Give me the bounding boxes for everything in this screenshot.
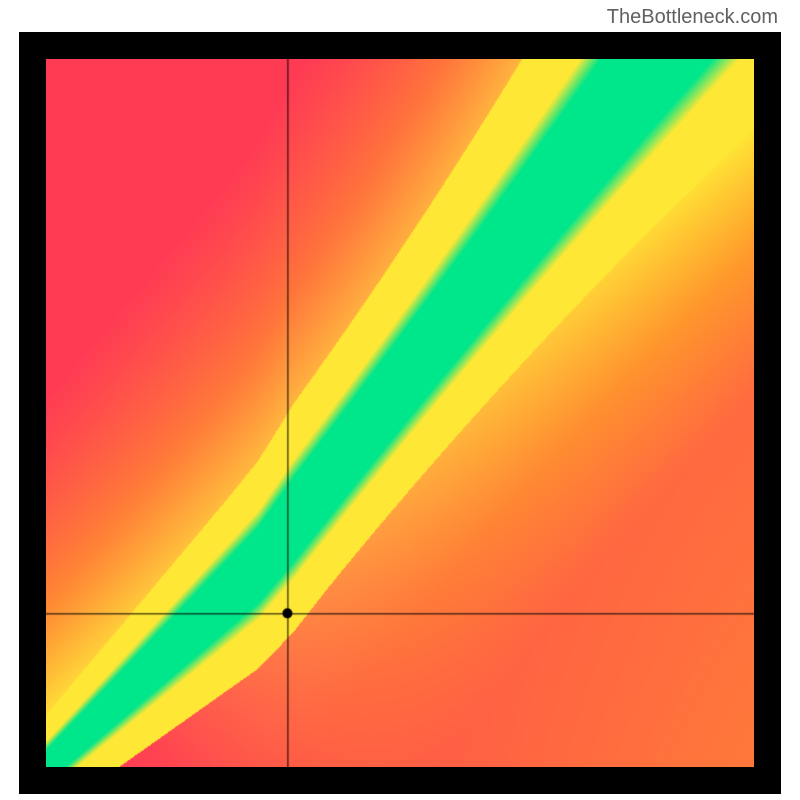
attribution-text: TheBottleneck.com: [607, 6, 778, 29]
chart-container: TheBottleneck.com: [0, 0, 800, 800]
chart-frame: [19, 32, 781, 794]
heatmap-canvas: [46, 59, 754, 767]
